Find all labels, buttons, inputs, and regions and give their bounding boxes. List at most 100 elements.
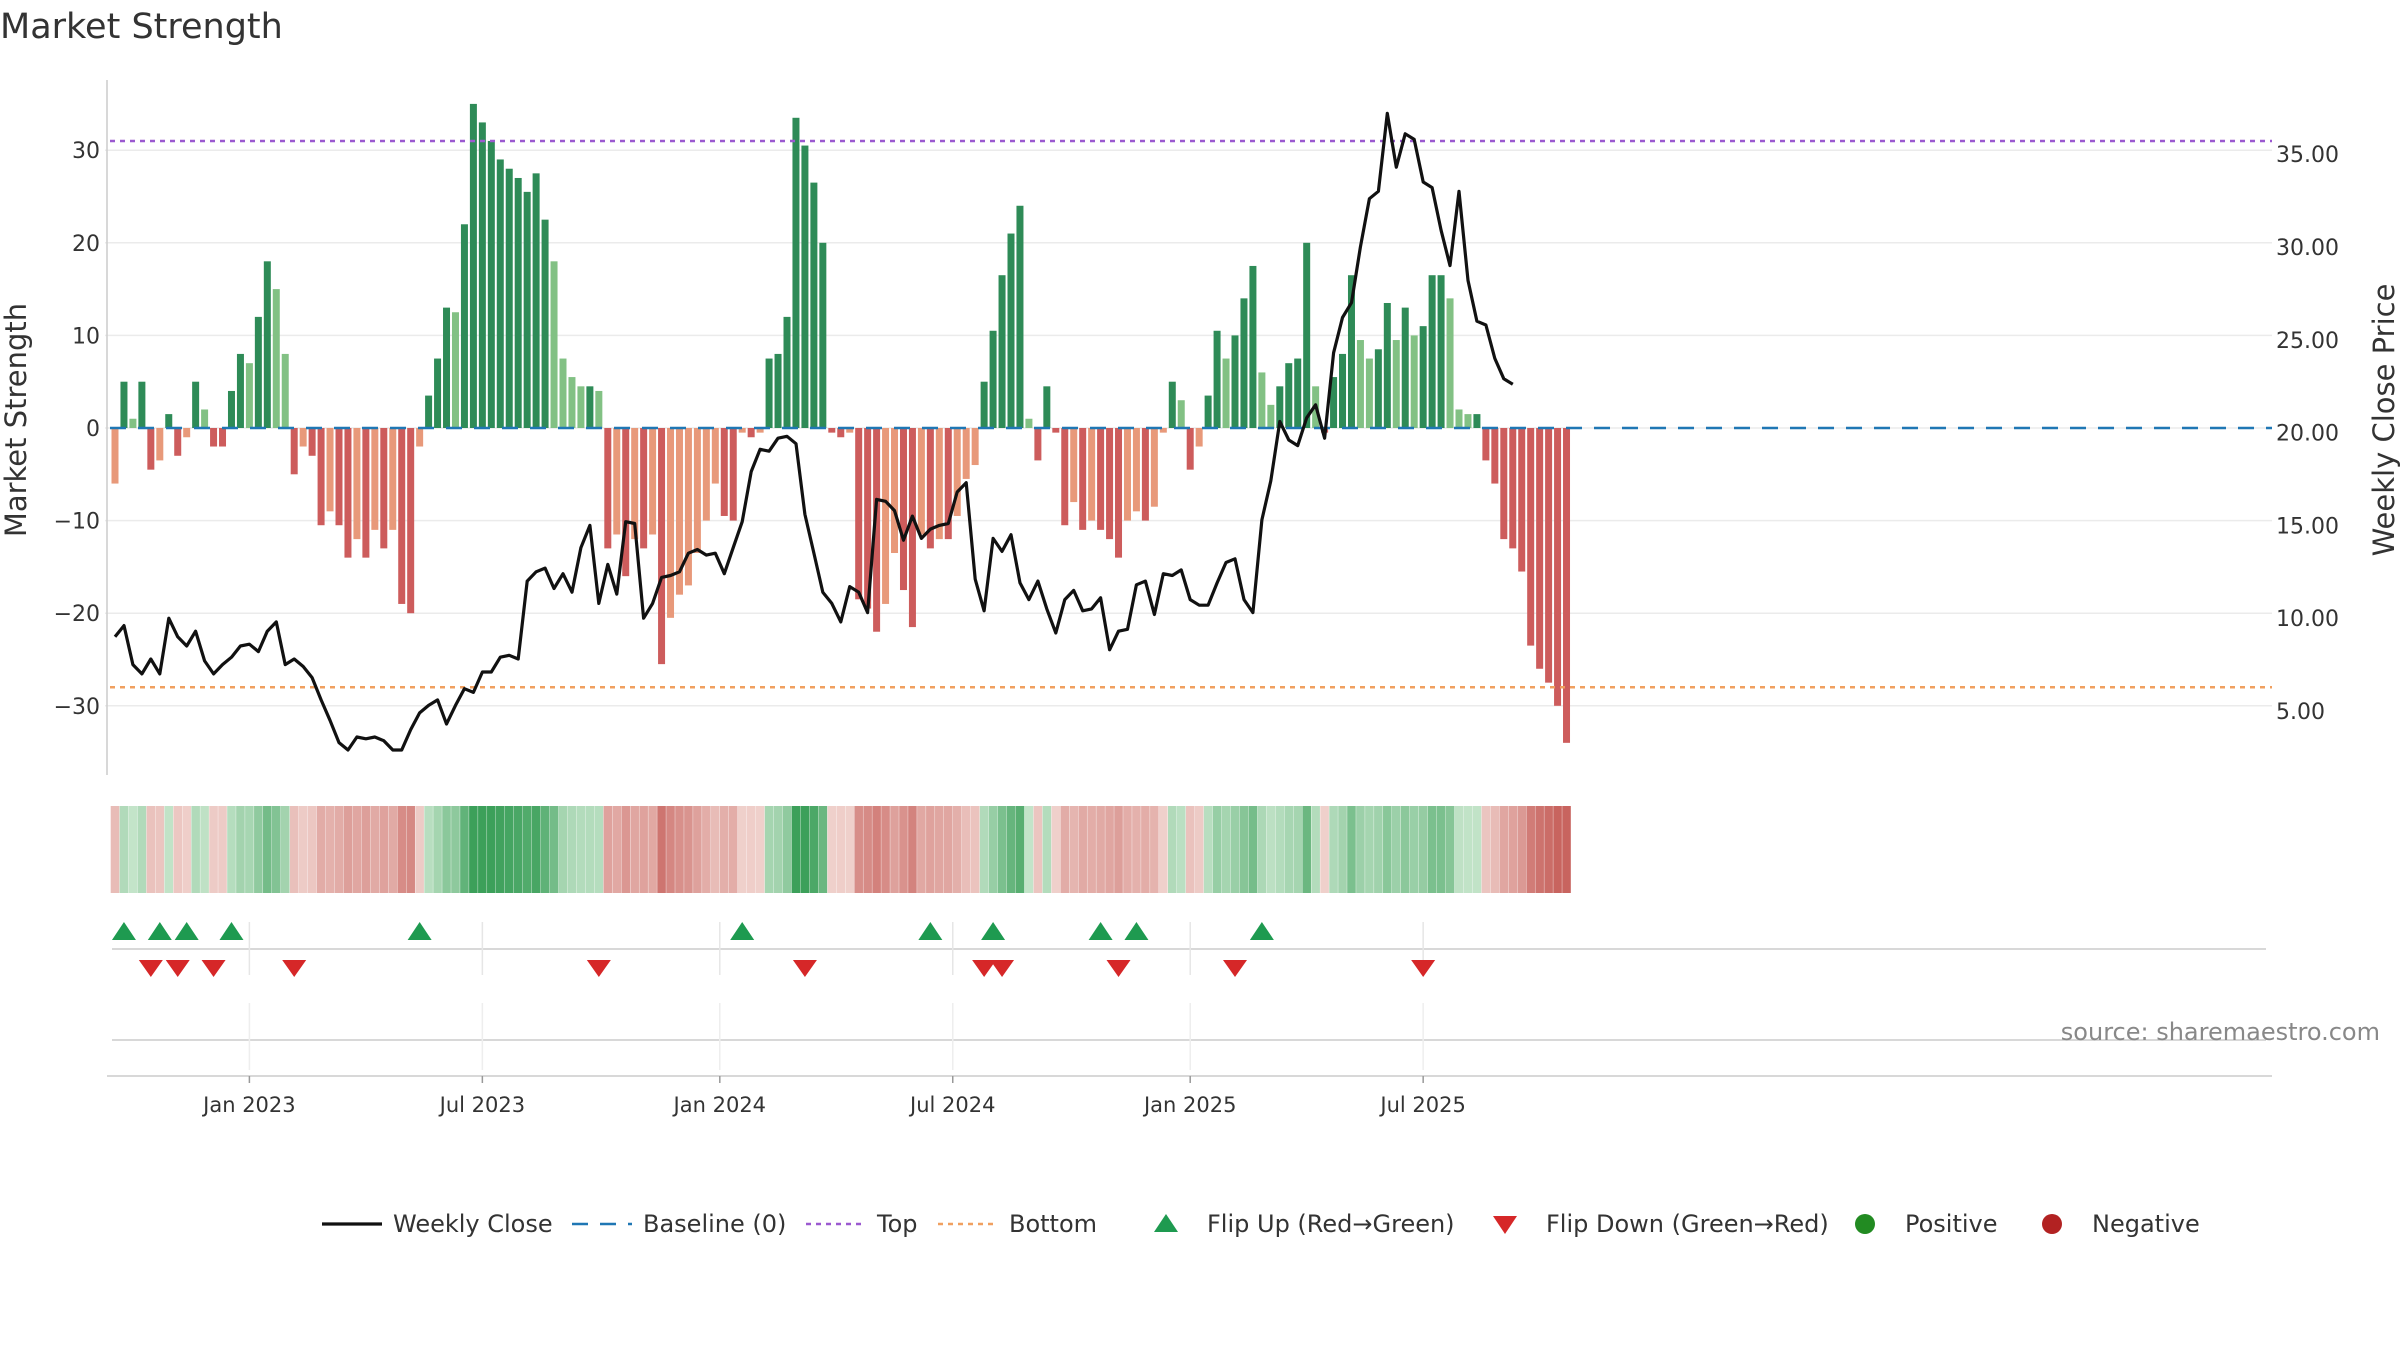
strength-bar — [111, 428, 119, 484]
strength-bar — [478, 122, 486, 429]
heat-strip-cell — [1141, 806, 1150, 893]
strength-bar — [1097, 428, 1105, 530]
heat-strip-cell — [1553, 806, 1562, 893]
strength-bar — [183, 428, 191, 438]
heat-strip-cell — [935, 806, 944, 893]
heat-strip-cell — [1114, 806, 1123, 893]
flip-up-marker — [730, 922, 755, 940]
strength-bar — [1132, 428, 1140, 512]
heat-strip-cell — [504, 806, 514, 893]
heat-strip-cell — [1418, 806, 1428, 893]
left-tick-label: 20 — [72, 232, 100, 257]
strength-bar — [1159, 428, 1167, 433]
strength-bar — [398, 428, 406, 604]
strength-bar — [1177, 400, 1185, 428]
strength-bar — [353, 428, 361, 540]
heat-strip-cell — [1257, 806, 1267, 893]
heat-strip-cell — [424, 806, 433, 893]
right-tick-label: 15.00 — [2276, 514, 2339, 539]
heat-strip-cell — [137, 806, 147, 893]
strength-bar — [245, 363, 253, 428]
heat-strip-cell — [1499, 806, 1509, 893]
left-tick-label: 30 — [72, 139, 100, 164]
heat-strip-cell — [128, 806, 138, 893]
strength-bar — [1034, 428, 1042, 461]
heat-strip-cell — [406, 806, 415, 893]
strength-bar — [1231, 335, 1239, 428]
heat-strip-cell — [979, 806, 989, 893]
strength-bar — [1383, 302, 1391, 428]
strength-bar — [1168, 381, 1176, 428]
strength-bar — [1356, 340, 1364, 428]
strength-bar — [416, 428, 424, 447]
heat-strip-cell — [612, 806, 622, 893]
flip-up-marker — [147, 922, 172, 940]
strength-bar — [1276, 386, 1284, 428]
empty-panel — [112, 1003, 2266, 1070]
heat-strip-cell — [737, 806, 747, 893]
heat-strip-cell — [818, 806, 828, 893]
strength-bar — [577, 386, 585, 428]
flip-markers-panel — [111, 922, 2266, 977]
heat-strip-cell — [648, 806, 657, 893]
strength-bar — [174, 428, 182, 456]
heat-strip-cell — [926, 806, 935, 893]
strength-bar — [299, 428, 307, 447]
heat-strip-cell — [1203, 806, 1213, 893]
strength-bar — [1213, 330, 1221, 428]
heat-strip-cell — [1562, 806, 1571, 893]
heat-strip-cell — [943, 806, 953, 893]
strength-bar — [138, 381, 146, 428]
heat-strip-cell — [1069, 806, 1079, 893]
heat-strip-cell — [209, 806, 218, 893]
strength-bar — [1285, 363, 1293, 428]
left-axis-label: Market Strength — [0, 303, 33, 537]
strength-bar — [1088, 428, 1096, 521]
heat-strip-cell — [1006, 806, 1016, 893]
strength-bar — [1563, 428, 1571, 743]
heat-strip-cell — [110, 806, 120, 893]
strength-bar — [1294, 358, 1302, 428]
heat-strip-cell — [1078, 806, 1087, 893]
heat-strip-cell — [540, 806, 550, 893]
heat-strip-cell — [254, 806, 263, 893]
flip-up-marker — [407, 922, 432, 940]
strength-bar — [147, 428, 155, 470]
heat-strip-cell — [764, 806, 774, 893]
strength-bar — [326, 428, 334, 512]
heat-strip-cell — [1024, 806, 1034, 893]
heat-strip-cell — [1302, 806, 1311, 893]
strength-bar — [541, 219, 549, 428]
legend-label: Weekly Close — [393, 1210, 553, 1238]
strength-bar — [765, 358, 773, 428]
strength-bar — [846, 428, 854, 433]
strength-bar — [335, 428, 343, 526]
weekly-close-line — [113, 111, 1514, 752]
x-tick-label: Jul 2023 — [438, 1093, 525, 1117]
heat-strip-cell — [639, 806, 648, 893]
strength-bar — [962, 428, 970, 479]
heat-strip-cell — [1508, 806, 1518, 893]
strength-bar — [1016, 205, 1024, 428]
strength-bar — [586, 386, 594, 428]
chart-title: Market Strength — [0, 7, 283, 47]
heat-strip-cell — [863, 806, 872, 893]
flip-up-marker — [918, 922, 943, 940]
strength-bar — [882, 428, 890, 604]
right-tick-label: 25.00 — [2276, 329, 2339, 354]
strength-bar — [434, 358, 442, 428]
heat-strip-cell — [1311, 806, 1320, 893]
strength-bar — [1025, 418, 1033, 428]
flip-down-marker — [201, 960, 226, 977]
flip-up-marker — [1124, 922, 1149, 940]
heat-strip-cell — [800, 806, 810, 893]
strength-bar — [855, 428, 863, 600]
strength-bar — [1267, 404, 1275, 428]
heat-strip-cell — [1185, 806, 1195, 893]
heat-strip-cell — [621, 806, 631, 893]
heat-strip-cell — [334, 806, 344, 893]
strength-bar — [693, 428, 701, 554]
heat-strip-cell — [997, 806, 1007, 893]
strength-bar — [980, 381, 988, 428]
heat-strip-cell — [809, 806, 819, 893]
